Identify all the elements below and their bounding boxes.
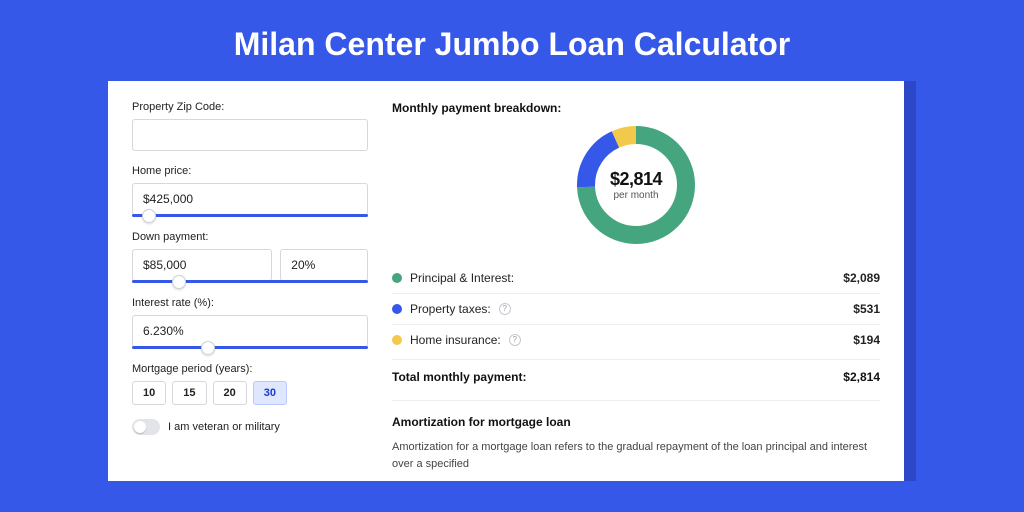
legend-dot-icon (392, 304, 402, 314)
legend-row-home_insurance: Home insurance:? $194 (392, 324, 880, 355)
mortgage-period-chip-30[interactable]: 30 (253, 381, 287, 405)
card-shadow: Property Zip Code: Home price: Down paym… (108, 81, 916, 481)
total-label: Total monthly payment: (392, 370, 526, 384)
total-row: Total monthly payment: $2,814 (392, 359, 880, 400)
mortgage-period-chip-15[interactable]: 15 (172, 381, 206, 405)
legend-dot-icon (392, 335, 402, 345)
info-icon[interactable]: ? (509, 334, 521, 346)
legend-value: $531 (853, 302, 880, 316)
interest-field-group: Interest rate (%): (132, 297, 368, 349)
zip-label: Property Zip Code: (132, 101, 368, 113)
down-payment-label: Down payment: (132, 231, 368, 243)
interest-label: Interest rate (%): (132, 297, 368, 309)
legend-left: Property taxes:? (392, 302, 511, 316)
down-payment-pct-input[interactable] (280, 249, 368, 281)
home-price-slider[interactable] (132, 214, 368, 217)
legend-label: Property taxes: (410, 302, 491, 316)
donut-chart: $2,814 per month (576, 125, 696, 245)
mortgage-period-chip-10[interactable]: 10 (132, 381, 166, 405)
donut-chart-wrap: $2,814 per month (392, 125, 880, 245)
donut-amount: $2,814 (610, 169, 662, 190)
breakdown-heading: Monthly payment breakdown: (392, 101, 880, 115)
total-value: $2,814 (843, 370, 880, 384)
down-payment-slider[interactable] (132, 280, 368, 283)
home-price-slider-thumb[interactable] (142, 209, 156, 223)
mortgage-period-chip-20[interactable]: 20 (213, 381, 247, 405)
legend-left: Home insurance:? (392, 333, 521, 347)
veteran-toggle[interactable] (132, 419, 160, 435)
home-price-label: Home price: (132, 165, 368, 177)
interest-slider-thumb[interactable] (201, 341, 215, 355)
donut-sub: per month (613, 190, 658, 201)
home-price-field-group: Home price: (132, 165, 368, 217)
legend-row-property_taxes: Property taxes:? $531 (392, 293, 880, 324)
info-icon[interactable]: ? (499, 303, 511, 315)
calculator-card: Property Zip Code: Home price: Down paym… (108, 81, 904, 481)
legend-label: Principal & Interest: (410, 271, 514, 285)
zip-input[interactable] (132, 119, 368, 151)
mortgage-period-field-group: Mortgage period (years): 1015 2030 (132, 363, 368, 405)
donut-center: $2,814 per month (576, 125, 696, 245)
home-price-input[interactable] (132, 183, 368, 215)
zip-field-group: Property Zip Code: (132, 101, 368, 151)
mortgage-period-label: Mortgage period (years): (132, 363, 368, 375)
interest-input[interactable] (132, 315, 368, 347)
legend: Principal & Interest: $2,089 Property taxe… (392, 263, 880, 355)
legend-row-principal_interest: Principal & Interest: $2,089 (392, 263, 880, 293)
interest-slider[interactable] (132, 346, 368, 349)
veteran-toggle-row: I am veteran or military (132, 419, 368, 435)
legend-label: Home insurance: (410, 333, 501, 347)
down-payment-slider-thumb[interactable] (172, 275, 186, 289)
down-payment-field-group: Down payment: (132, 231, 368, 283)
amortization-text: Amortization for a mortgage loan refers … (392, 439, 880, 472)
form-panel: Property Zip Code: Home price: Down paym… (132, 101, 368, 481)
amortization-heading: Amortization for mortgage loan (392, 415, 880, 429)
veteran-label: I am veteran or military (168, 421, 280, 433)
page-title: Milan Center Jumbo Loan Calculator (0, 0, 1024, 81)
amortization-block: Amortization for mortgage loan Amortizat… (392, 400, 880, 472)
legend-value: $2,089 (843, 271, 880, 285)
mortgage-period-chips: 1015 2030 (132, 381, 368, 405)
breakdown-panel: Monthly payment breakdown: $2,814 per mo… (392, 101, 880, 481)
legend-value: $194 (853, 333, 880, 347)
down-payment-amount-input[interactable] (132, 249, 272, 281)
legend-dot-icon (392, 273, 402, 283)
legend-left: Principal & Interest: (392, 271, 514, 285)
